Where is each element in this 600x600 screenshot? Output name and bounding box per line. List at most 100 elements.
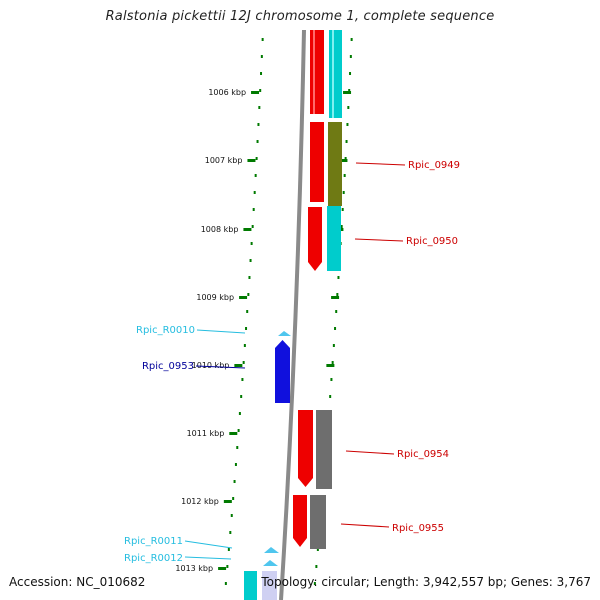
gene-cyan-bottom [244, 571, 257, 600]
scale-tick [243, 228, 252, 231]
scale-tick [234, 364, 243, 367]
outer-dotted-track [343, 174, 346, 177]
accession-text: Accession: NC_010682 [9, 575, 146, 589]
inner-dotted-track [254, 174, 257, 177]
scale-tick-label: 1009 kbp [196, 293, 234, 302]
scale-tick [251, 91, 260, 94]
gene-rpic-0950-arrow [308, 207, 322, 271]
gene-red-strand [310, 30, 324, 114]
gene-label: Rpic_0954 [397, 449, 449, 460]
gene-rpic-0950-block [327, 206, 341, 271]
inner-dotted-track [245, 327, 248, 330]
inner-dotted-track [250, 242, 253, 245]
gene-label: Rpic_R0010 [136, 325, 195, 336]
gene-label: Rpic_0953 [142, 361, 194, 372]
inner-dotted-track [260, 72, 263, 75]
outer-dotted-track [335, 310, 338, 313]
gene-label: Rpic_R0011 [124, 536, 183, 547]
gene-rpic-0955-block [310, 495, 326, 549]
scale-tick [239, 296, 248, 299]
scale-tick-label: 1008 kbp [201, 225, 239, 234]
gene-label-connector [345, 450, 395, 455]
gene-label-connector [184, 540, 233, 549]
inner-dotted-track [229, 531, 232, 534]
outer-dotted-track [344, 157, 347, 160]
gene-label-connector [196, 329, 246, 334]
gene-label-connector [195, 365, 246, 369]
scale-tick-label: 1006 kbp [208, 88, 246, 97]
gene-label: Rpic_0955 [392, 523, 444, 534]
outer-dotted-track [347, 106, 350, 109]
outer-dotted-track [336, 293, 339, 296]
gene-rpic-0954-arrow [298, 410, 313, 487]
inner-dotted-track [255, 157, 258, 160]
outer-dotted-track [349, 72, 352, 75]
outer-dotted-track [348, 89, 351, 92]
gene-red-strand [310, 122, 324, 202]
outer-dotted-track [315, 565, 318, 568]
inner-dotted-track [232, 497, 235, 500]
inner-dotted-track [224, 582, 227, 585]
inner-dotted-track [238, 412, 241, 415]
gene-cyan-block [329, 30, 342, 118]
outer-dotted-track [337, 276, 340, 279]
gene-label: Rpic_0950 [406, 236, 458, 247]
outer-dotted-track [330, 378, 333, 381]
inner-dotted-track [230, 514, 233, 517]
outer-dotted-track [313, 582, 316, 585]
inner-dotted-track [241, 378, 244, 381]
outer-dotted-track [331, 361, 334, 364]
inner-dotted-track [233, 480, 236, 483]
inner-dotted-track [258, 106, 261, 109]
inner-dotted-track [240, 395, 243, 398]
outer-dotted-track [349, 55, 352, 58]
outer-dotted-track [332, 344, 335, 347]
inner-dotted-track [234, 463, 237, 466]
inner-dotted-track [243, 344, 246, 347]
scale-tick-label: 1007 kbp [205, 156, 243, 165]
inner-dotted-track [260, 55, 263, 58]
gene-label: Rpic_R0012 [124, 553, 183, 564]
gene-highlight [313, 30, 315, 114]
gene-rpic-0955-arrow [293, 495, 307, 547]
scale-tick [218, 567, 227, 570]
scale-tick [223, 500, 232, 503]
map-title: Ralstonia pickettii 12J chromosome 1, co… [105, 9, 495, 24]
outer-scale-tick [331, 296, 340, 299]
inner-dotted-track [246, 310, 249, 313]
inner-dotted-track [261, 38, 264, 41]
rna-rpic-r0010-marker [278, 331, 291, 336]
inner-dotted-track [237, 429, 240, 432]
inner-dotted-track [248, 276, 251, 279]
rna-rpic-r0012-marker [263, 560, 278, 566]
gene-label-connector [355, 162, 406, 166]
scale-tick-label: 1011 kbp [187, 429, 225, 438]
scale-tick-label: 1010 kbp [192, 361, 230, 370]
rna-rpic-r0011-marker [264, 547, 279, 553]
inner-dotted-track [257, 123, 260, 126]
gene-rpic-0954-block [316, 410, 332, 489]
gene-label-connector [354, 238, 404, 242]
inner-dotted-track [226, 565, 229, 568]
inner-dotted-track [251, 225, 254, 228]
inner-dotted-track [259, 89, 262, 92]
outer-scale-tick [343, 91, 352, 94]
gene-rpic-0949-block [328, 122, 342, 206]
gene-label: Rpic_0949 [408, 160, 460, 171]
gene-rpic-0953-arrow [275, 340, 290, 403]
gene-highlight [332, 30, 334, 118]
scale-tick-label: 1012 kbp [181, 497, 219, 506]
outer-dotted-track [342, 191, 345, 194]
scale-tick-label: 1013 kbp [175, 564, 213, 573]
outer-dotted-track [334, 327, 337, 330]
outer-scale-tick [326, 364, 335, 367]
gene-label-connector [340, 523, 390, 528]
inner-dotted-track [249, 259, 252, 262]
outer-dotted-track [341, 208, 344, 211]
inner-dotted-track [247, 293, 250, 296]
outer-dotted-track [340, 225, 343, 228]
inner-dotted-track [253, 191, 256, 194]
scale-tick [229, 432, 238, 435]
outer-dotted-track [329, 395, 332, 398]
